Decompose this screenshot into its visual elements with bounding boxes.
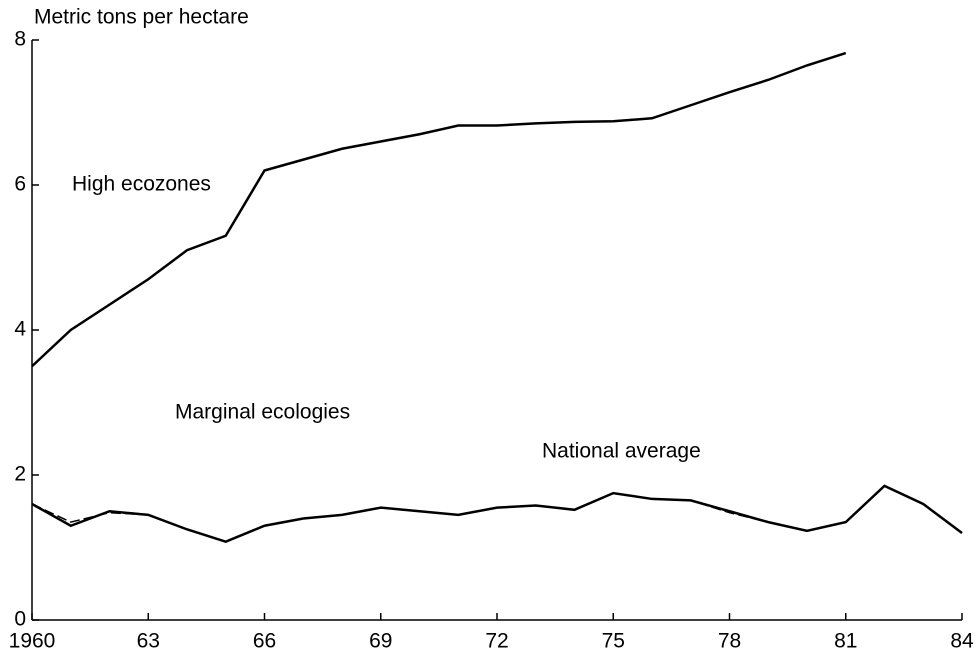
y-tick-label: 0 [14, 608, 26, 631]
x-tick-label: 75 [602, 630, 625, 653]
x-tick-label: 69 [369, 630, 392, 653]
y-tick-label: 2 [14, 463, 26, 486]
x-tick-label: 72 [485, 630, 508, 653]
y-tick-label: 6 [14, 173, 26, 196]
y-tick-label: 4 [14, 318, 26, 341]
y-tick-label: 8 [14, 28, 26, 51]
x-tick-label: 84 [950, 630, 974, 653]
x-tick-label: 1960 [9, 630, 56, 653]
series-line [31, 51, 847, 368]
series-line [31, 484, 963, 544]
x-tick-label: 66 [253, 630, 276, 653]
series-line [31, 484, 963, 543]
series-label: National average [542, 440, 701, 463]
x-tick-label: 78 [718, 630, 741, 653]
x-tick-label: 81 [834, 630, 857, 653]
x-tick-label: 63 [137, 630, 160, 653]
series-label: High ecozones [72, 173, 211, 196]
series-label: Marginal ecologies [175, 401, 350, 424]
y-axis-label: Metric tons per hectare [34, 6, 249, 29]
